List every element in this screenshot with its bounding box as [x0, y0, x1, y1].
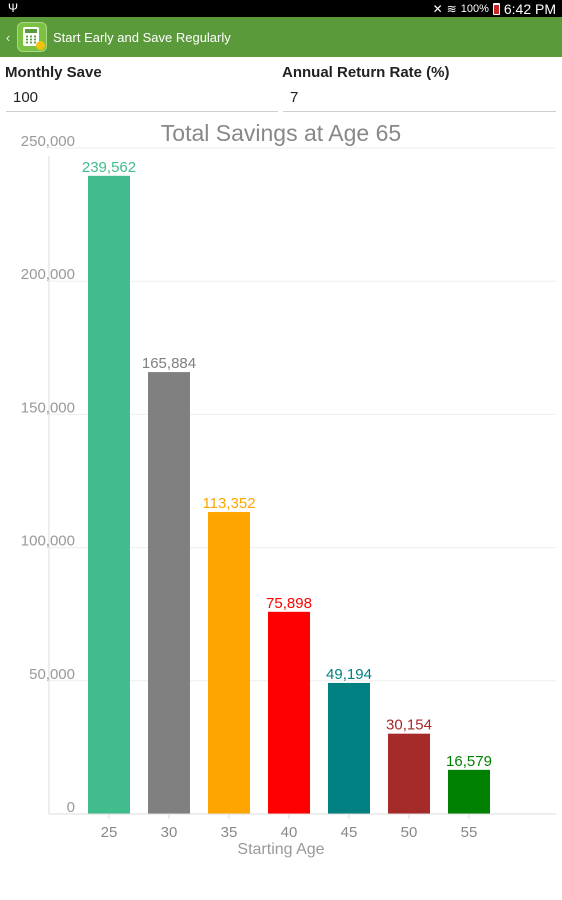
bar-age-50 [388, 733, 430, 814]
y-tick-label: 200,000 [21, 266, 75, 283]
mute-icon: ✕ [432, 1, 443, 16]
monthly-save-label: Monthly Save [5, 64, 102, 81]
back-chevron-icon[interactable]: ‹ [5, 29, 11, 45]
x-tick-label: 25 [101, 824, 118, 841]
monthly-save-input[interactable]: 100 [6, 85, 278, 112]
bar-age-25 [88, 175, 130, 814]
calculator-icon[interactable] [17, 22, 47, 52]
annual-rate-label: Annual Return Rate (%) [282, 64, 450, 81]
y-tick-label: 250,000 [21, 133, 75, 150]
bar-age-40 [268, 611, 310, 814]
savings-bar-chart: Total Savings at Age 65 0 50,000 100,000 15… [21, 120, 556, 858]
bar-value-label: 30,154 [386, 717, 432, 734]
wifi-icon: ≋ [446, 1, 457, 16]
bar-value-label: 16,579 [446, 753, 492, 770]
x-tick-label: 30 [161, 824, 178, 841]
bar-age-35 [208, 512, 250, 814]
x-tick-label: 40 [281, 824, 298, 841]
clock: 6:42 PM [503, 0, 556, 17]
x-tick-label: 35 [221, 824, 238, 841]
battery-percent: 100% [460, 2, 489, 15]
chart-title: Total Savings at Age 65 [161, 120, 401, 146]
x-tick-label: 45 [341, 824, 358, 841]
x-tick-label: 55 [461, 824, 478, 841]
battery-icon [492, 2, 500, 15]
y-tick-label: 150,000 [21, 399, 75, 416]
action-bar: ‹ Start Early and Save Regularly [0, 17, 562, 57]
bar-value-label: 49,194 [326, 666, 372, 683]
x-tick-label: 50 [401, 824, 418, 841]
bar-value-label: 75,898 [266, 595, 312, 612]
bar-age-45 [328, 682, 370, 814]
bar-value-label: 239,562 [82, 159, 136, 176]
y-tick-label: 100,000 [21, 533, 75, 550]
status-bar: Ψ ✕ ≋ 100% 6:42 PM [0, 0, 562, 17]
app-title: Start Early and Save Regularly [53, 29, 231, 45]
bar-value-label: 165,884 [142, 355, 196, 372]
bar-age-30 [148, 372, 190, 814]
usb-icon: Ψ [8, 1, 19, 15]
y-tick-label: 50,000 [29, 666, 75, 683]
annual-rate-input[interactable]: 7 [283, 85, 556, 112]
y-tick-label: 0 [67, 799, 75, 816]
bar-value-label: 113,352 [202, 495, 255, 512]
x-axis-label: Starting Age [237, 841, 324, 858]
bar-age-55 [448, 769, 490, 814]
